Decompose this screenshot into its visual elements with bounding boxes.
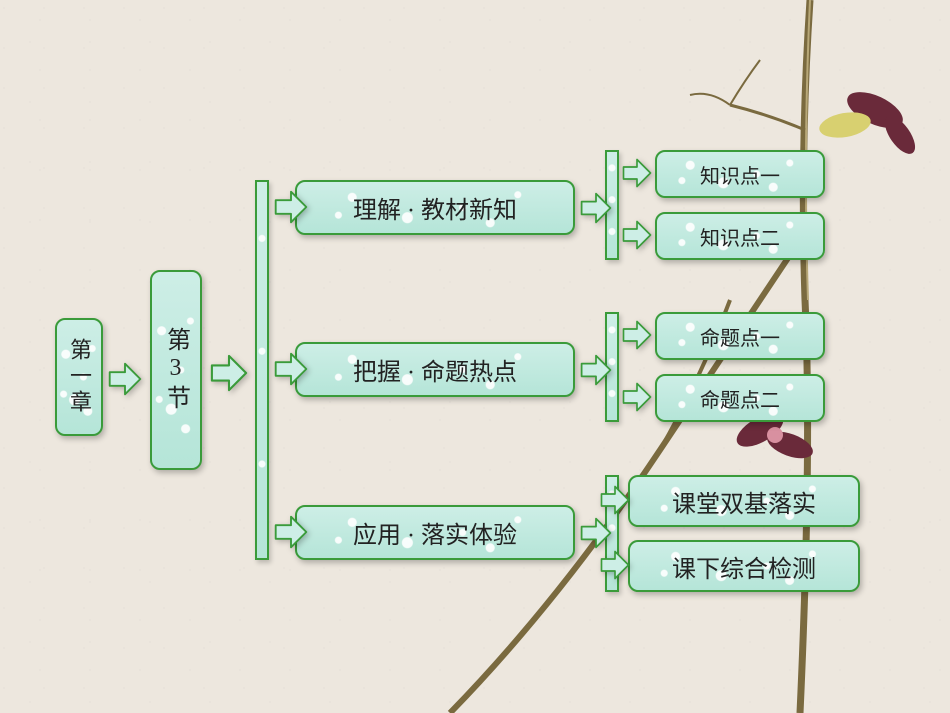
arrow-0 [108, 362, 142, 396]
node-leaf1b-label: 知识点二 [700, 222, 780, 251]
arrow-5 [580, 192, 612, 224]
node-leaf2a[interactable]: 命题点一 [655, 312, 825, 360]
arrow-2 [274, 190, 308, 224]
arrow-10 [622, 320, 652, 350]
node-row1-label: 理解 · 教材新知 [353, 190, 517, 225]
node-leaf2b-label: 命题点二 [700, 384, 780, 413]
node-section-label: 第3节 [159, 327, 194, 413]
arrow-1 [210, 354, 248, 392]
node-chapter[interactable]: 第一章 [55, 318, 103, 436]
node-row2-label: 把握 · 命题热点 [353, 352, 517, 387]
node-leaf3b-label: 课下综合检测 [672, 549, 816, 584]
arrow-9 [622, 220, 652, 250]
node-row1[interactable]: 理解 · 教材新知 [295, 180, 575, 235]
node-section[interactable]: 第3节 [150, 270, 202, 470]
node-leaf2b[interactable]: 命题点二 [655, 374, 825, 422]
node-row3-label: 应用 · 落实体验 [353, 515, 517, 550]
arrow-3 [274, 352, 308, 386]
arrow-8 [622, 158, 652, 188]
vbar-main [255, 180, 269, 560]
node-row3[interactable]: 应用 · 落实体验 [295, 505, 575, 560]
node-leaf1a[interactable]: 知识点一 [655, 150, 825, 198]
node-leaf3a[interactable]: 课堂双基落实 [628, 475, 860, 527]
node-row2[interactable]: 把握 · 命题热点 [295, 342, 575, 397]
node-chapter-label: 第一章 [63, 338, 95, 416]
arrow-6 [580, 354, 612, 386]
node-leaf1b[interactable]: 知识点二 [655, 212, 825, 260]
node-leaf3b[interactable]: 课下综合检测 [628, 540, 860, 592]
arrow-12 [600, 485, 630, 515]
arrow-4 [274, 515, 308, 549]
node-leaf3a-label: 课堂双基落实 [672, 484, 816, 519]
arrow-13 [600, 550, 630, 580]
node-leaf1a-label: 知识点一 [700, 160, 780, 189]
node-leaf2a-label: 命题点一 [700, 322, 780, 351]
arrow-11 [622, 382, 652, 412]
arrow-7 [580, 517, 612, 549]
